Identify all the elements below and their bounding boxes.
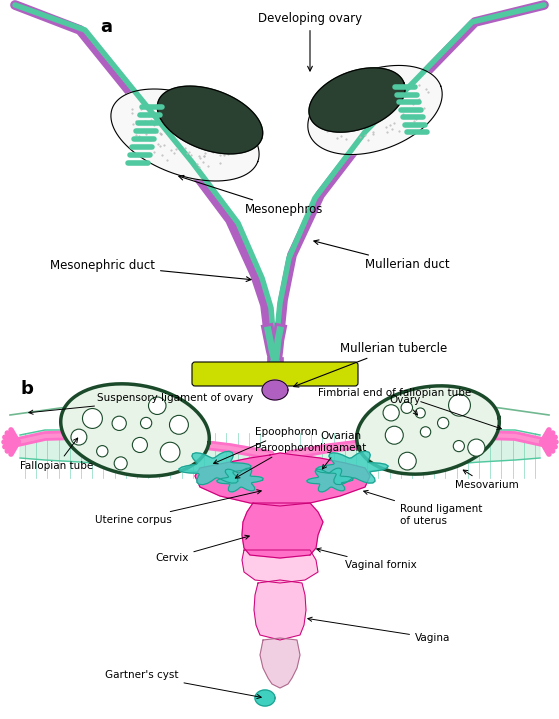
Text: Developing ovary: Developing ovary [258, 12, 362, 71]
Circle shape [453, 441, 465, 452]
Polygon shape [254, 580, 306, 640]
Text: Mesonephric duct: Mesonephric duct [50, 259, 251, 282]
Polygon shape [61, 384, 209, 476]
Text: Fimbrial end of fallopian tube: Fimbrial end of fallopian tube [319, 388, 501, 429]
Polygon shape [316, 452, 388, 485]
Polygon shape [307, 468, 353, 492]
Polygon shape [262, 380, 288, 400]
Circle shape [140, 417, 151, 429]
Polygon shape [217, 468, 263, 492]
Circle shape [114, 457, 127, 470]
Circle shape [401, 402, 413, 413]
Text: Mullerian duct: Mullerian duct [314, 240, 449, 272]
Polygon shape [242, 503, 323, 558]
Polygon shape [357, 386, 499, 474]
Text: Ovarian
ligament: Ovarian ligament [320, 431, 366, 469]
Circle shape [83, 408, 102, 429]
Text: Round ligament
of uterus: Round ligament of uterus [364, 490, 482, 526]
Polygon shape [309, 68, 405, 132]
Circle shape [112, 416, 126, 431]
Text: Fallopian tube: Fallopian tube [20, 438, 93, 471]
Circle shape [132, 437, 148, 452]
Text: a: a [100, 18, 112, 36]
Text: Vagina: Vagina [308, 617, 451, 643]
Polygon shape [260, 638, 300, 688]
Circle shape [383, 405, 399, 421]
Text: Mesovarium: Mesovarium [455, 470, 519, 490]
Polygon shape [290, 430, 540, 480]
Circle shape [169, 416, 188, 434]
Text: Cervix: Cervix [155, 535, 249, 563]
Polygon shape [195, 453, 370, 506]
FancyBboxPatch shape [192, 362, 358, 386]
Circle shape [149, 397, 166, 414]
Circle shape [160, 442, 180, 462]
Circle shape [415, 408, 425, 418]
Text: Paroophoron: Paroophoron [235, 443, 321, 478]
Circle shape [420, 427, 431, 437]
Polygon shape [308, 65, 442, 155]
Polygon shape [20, 430, 270, 480]
Circle shape [438, 417, 449, 429]
Circle shape [385, 426, 403, 444]
Polygon shape [255, 690, 275, 706]
Circle shape [399, 452, 416, 470]
Text: Uterine corpus: Uterine corpus [95, 490, 261, 525]
Polygon shape [157, 86, 263, 154]
Text: Suspensory ligament of ovary: Suspensory ligament of ovary [29, 393, 253, 414]
Text: b: b [20, 380, 33, 398]
Text: Mesonephros: Mesonephros [179, 175, 323, 216]
Text: Ovary: Ovary [390, 395, 420, 415]
Circle shape [448, 394, 471, 416]
Circle shape [468, 439, 485, 456]
Polygon shape [111, 89, 259, 181]
Polygon shape [242, 550, 318, 583]
Text: Vaginal fornix: Vaginal fornix [317, 548, 417, 570]
Text: Gartner's cyst: Gartner's cyst [105, 670, 261, 699]
Text: Epoophoron: Epoophoron [214, 427, 318, 464]
Text: Mullerian tubercle: Mullerian tubercle [293, 342, 447, 387]
Circle shape [71, 429, 87, 445]
Circle shape [97, 446, 108, 457]
Polygon shape [179, 452, 251, 485]
